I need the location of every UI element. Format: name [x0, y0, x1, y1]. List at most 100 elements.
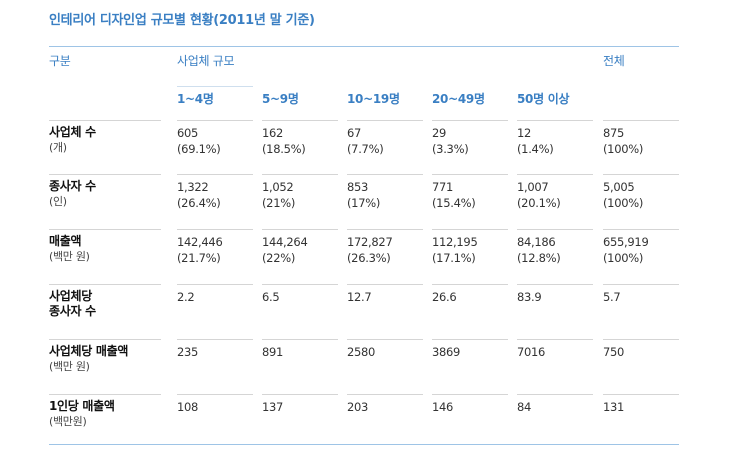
- table-cell: 1,007 (20.1%): [517, 179, 561, 211]
- table-cell: 84,186 (12.8%): [517, 234, 561, 266]
- cell-value: 853: [347, 180, 369, 194]
- row-separator: [262, 394, 338, 395]
- cell-percent: (26.3%): [347, 251, 391, 265]
- header-size-3: 10~19명: [347, 92, 400, 106]
- cell-value: 29: [432, 126, 447, 140]
- table-cell: 162 (18.5%): [262, 125, 306, 157]
- row-separator: [177, 120, 253, 121]
- table-cell: 750: [603, 344, 624, 360]
- cell-value: 1,007: [517, 180, 549, 194]
- row-separator: [347, 174, 423, 175]
- cell-value: 83.9: [517, 290, 542, 304]
- table-cell: 112,195 (17.1%): [432, 234, 478, 266]
- table-cell: 5,005 (100%): [603, 179, 643, 211]
- table-cell: 142,446 (21.7%): [177, 234, 223, 266]
- row-separator: [432, 120, 508, 121]
- cell-percent: (100%): [603, 196, 644, 210]
- table-cell: 172,827 (26.3%): [347, 234, 393, 266]
- header-size-2: 5~9명: [262, 92, 299, 106]
- row-separator: [603, 339, 679, 340]
- cell-value: 7016: [517, 345, 546, 359]
- cell-value: 5.7: [603, 290, 621, 304]
- table-cell: 235: [177, 344, 198, 360]
- cell-value: 6.5: [262, 290, 280, 304]
- row-separator: [432, 284, 508, 285]
- cell-value: 26.6: [432, 290, 457, 304]
- cell-value: 142,446: [177, 235, 223, 249]
- row-separator: [432, 339, 508, 340]
- cell-percent: (69.1%): [177, 142, 221, 156]
- row-separator: [603, 284, 679, 285]
- cell-value: 108: [177, 400, 199, 414]
- row-separator: [177, 284, 253, 285]
- table-cell: 875 (100%): [603, 125, 643, 157]
- row-separator: [603, 120, 679, 121]
- table-cell: 131: [603, 399, 624, 415]
- cell-value: 84,186: [517, 235, 556, 249]
- header-size-4: 20~49명: [432, 92, 485, 106]
- cell-percent: (18.5%): [262, 142, 306, 156]
- cell-value: 605: [177, 126, 199, 140]
- row-separator: [517, 229, 593, 230]
- row-separator: [517, 120, 593, 121]
- cell-percent: (21%): [262, 196, 296, 210]
- cell-value: 146: [432, 400, 454, 414]
- row-separator: [517, 394, 593, 395]
- row-separator: [262, 120, 338, 121]
- row-label: 사업체당 종사자 수: [49, 289, 161, 319]
- row-unit: (백만 원): [49, 360, 90, 373]
- table-cell: 2.2: [177, 289, 195, 305]
- cell-percent: (100%): [603, 142, 644, 156]
- row-separator: [177, 229, 253, 230]
- row-separator: [347, 120, 423, 121]
- row-separator: [177, 394, 253, 395]
- cell-percent: (26.4%): [177, 196, 221, 210]
- cell-percent: (12.8%): [517, 251, 561, 265]
- row-label-text: 사업체 수: [49, 125, 96, 139]
- row-label-text: 매출액: [49, 234, 82, 248]
- table-top-rule: [49, 46, 679, 47]
- table-cell: 7016: [517, 344, 545, 360]
- table-cell: 26.6: [432, 289, 457, 305]
- table-bottom-rule: [49, 444, 679, 445]
- cell-value: 12: [517, 126, 532, 140]
- row-label-text: 종사자 수: [49, 179, 96, 193]
- row-separator: [347, 339, 423, 340]
- table-cell: 5.7: [603, 289, 621, 305]
- cell-value: 891: [262, 345, 284, 359]
- cell-percent: (7.7%): [347, 142, 384, 156]
- row-separator: [517, 284, 593, 285]
- cell-value: 235: [177, 345, 199, 359]
- cell-value: 3869: [432, 345, 461, 359]
- row-separator: [603, 394, 679, 395]
- table-cell: 67 (7.7%): [347, 125, 384, 157]
- cell-value: 1,052: [262, 180, 294, 194]
- cell-percent: (3.3%): [432, 142, 469, 156]
- cell-value: 771: [432, 180, 454, 194]
- cell-percent: (17.1%): [432, 251, 476, 265]
- table-cell: 146: [432, 399, 453, 415]
- cell-percent: (20.1%): [517, 196, 561, 210]
- row-separator: [347, 284, 423, 285]
- row-separator: [603, 174, 679, 175]
- table-cell: 655,919 (100%): [603, 234, 649, 266]
- cell-percent: (15.4%): [432, 196, 476, 210]
- cell-value: 5,005: [603, 180, 635, 194]
- cell-percent: (100%): [603, 251, 644, 265]
- table-cell: 605 (69.1%): [177, 125, 221, 157]
- header-size-1: 1~4명: [177, 92, 214, 106]
- cell-value: 84: [517, 400, 532, 414]
- cell-value: 137: [262, 400, 284, 414]
- cell-value: 112,195: [432, 235, 478, 249]
- row-label-text: 1인당 매출액: [49, 399, 115, 413]
- row-separator: [177, 174, 253, 175]
- header-size-5: 50명 이상: [517, 92, 570, 106]
- row-label: 매출액 (백만 원): [49, 234, 161, 264]
- table-cell: 144,264 (22%): [262, 234, 308, 266]
- row-separator: [347, 229, 423, 230]
- table-cell: 29 (3.3%): [432, 125, 469, 157]
- row-separator: [432, 229, 508, 230]
- row-label: 종사자 수 (인): [49, 179, 161, 209]
- row-unit: (백만원): [49, 415, 87, 428]
- row-label-text-line2: 종사자 수: [49, 304, 96, 318]
